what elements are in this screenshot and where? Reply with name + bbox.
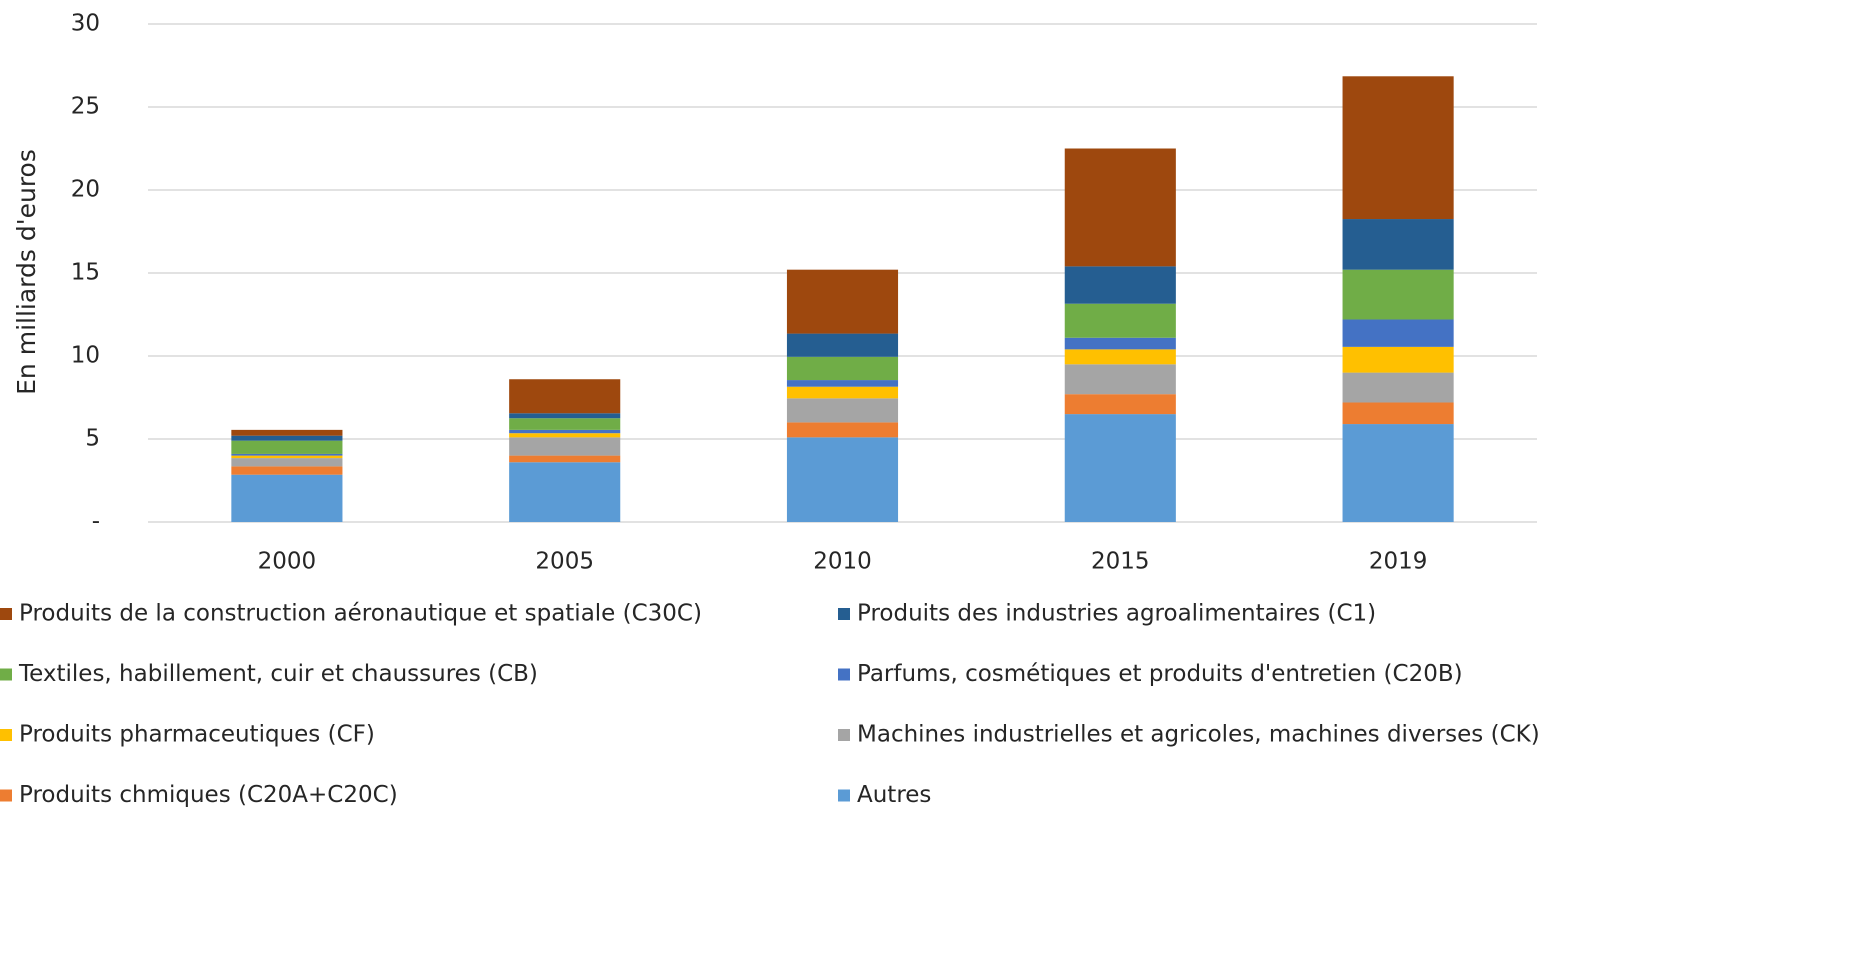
bar-segment [231, 453, 343, 456]
legend-label: Produits pharmaceutiques (CF) [19, 722, 375, 748]
x-tick-label: 2019 [1369, 549, 1428, 575]
bar-segment [786, 269, 899, 334]
bar-segment [509, 418, 621, 430]
bar-segment [786, 333, 899, 357]
x-tick-label: 2010 [813, 549, 872, 575]
legend-label: Autres [857, 782, 931, 808]
legend-label: Produits des industries agroalimentaires… [857, 601, 1376, 627]
bar-segment [1064, 148, 1176, 267]
bar-segment [1064, 303, 1176, 338]
bar-segment [786, 422, 899, 438]
legend-swatch [0, 668, 12, 681]
bar-segment [786, 380, 899, 387]
y-tick-label: 10 [71, 343, 100, 369]
bar-segment [786, 386, 899, 399]
bar-segment [231, 435, 343, 441]
bar-segment [786, 356, 899, 381]
bar-segment [786, 437, 899, 522]
bar-segment [1064, 349, 1176, 365]
bar-segment [1342, 269, 1454, 320]
legend-label: Parfums, cosmétiques et produits d'entre… [857, 661, 1463, 687]
legend-swatch [0, 608, 12, 620]
y-tick-label: 20 [71, 177, 100, 203]
bar-segment [509, 455, 621, 463]
y-axis-label: En milliards d'euros [12, 149, 41, 395]
bar-segment [1064, 266, 1176, 304]
bar-segment [1342, 76, 1454, 220]
y-tick-label: 5 [85, 426, 100, 452]
legend-label: Produits de la construction aéronautique… [19, 601, 702, 627]
legend-swatch [0, 729, 12, 741]
bar-segment [231, 466, 343, 475]
bar-segment [231, 458, 343, 467]
legend-swatch [838, 729, 850, 741]
legend-swatch [838, 668, 850, 681]
bar-segment [1064, 414, 1176, 522]
bar-segment [1342, 402, 1454, 425]
legend-label: Machines industrielles et agricoles, mac… [857, 722, 1540, 748]
y-tick-label: - [92, 509, 100, 535]
bar-segment [1064, 394, 1176, 415]
bar-segment [509, 462, 621, 522]
bar-segment [1064, 364, 1176, 395]
bar-segment [1342, 424, 1454, 522]
bar-segment [231, 455, 343, 459]
bar-segment [1342, 346, 1454, 373]
bar-segment [509, 429, 621, 434]
bar-segment [786, 398, 899, 423]
bar-segment [1342, 319, 1454, 347]
y-tick-label: 25 [71, 94, 100, 120]
x-tick-label: 2000 [258, 549, 317, 575]
bar-segment [509, 433, 621, 438]
x-tick-label: 2015 [1091, 549, 1150, 575]
legend-label: Textiles, habillement, cuir et chaussure… [18, 661, 538, 687]
bar-segment [509, 379, 621, 414]
y-tick-label: 30 [71, 11, 100, 37]
bar-segment [231, 440, 343, 454]
bar-segment [509, 413, 621, 419]
y-tick-label: 15 [71, 260, 100, 286]
bar-segment [231, 474, 343, 522]
legend-swatch [838, 789, 850, 802]
bar-segment [509, 437, 621, 456]
legend-swatch [838, 608, 850, 620]
legend-label: Produits chmiques (C20A+C20C) [19, 782, 398, 808]
bar-segment [1064, 337, 1176, 350]
bar-segment [1342, 372, 1454, 403]
legend-swatch [0, 789, 12, 802]
bar-segment [1342, 219, 1454, 270]
bar-segment [231, 429, 343, 436]
x-tick-label: 2005 [535, 549, 594, 575]
